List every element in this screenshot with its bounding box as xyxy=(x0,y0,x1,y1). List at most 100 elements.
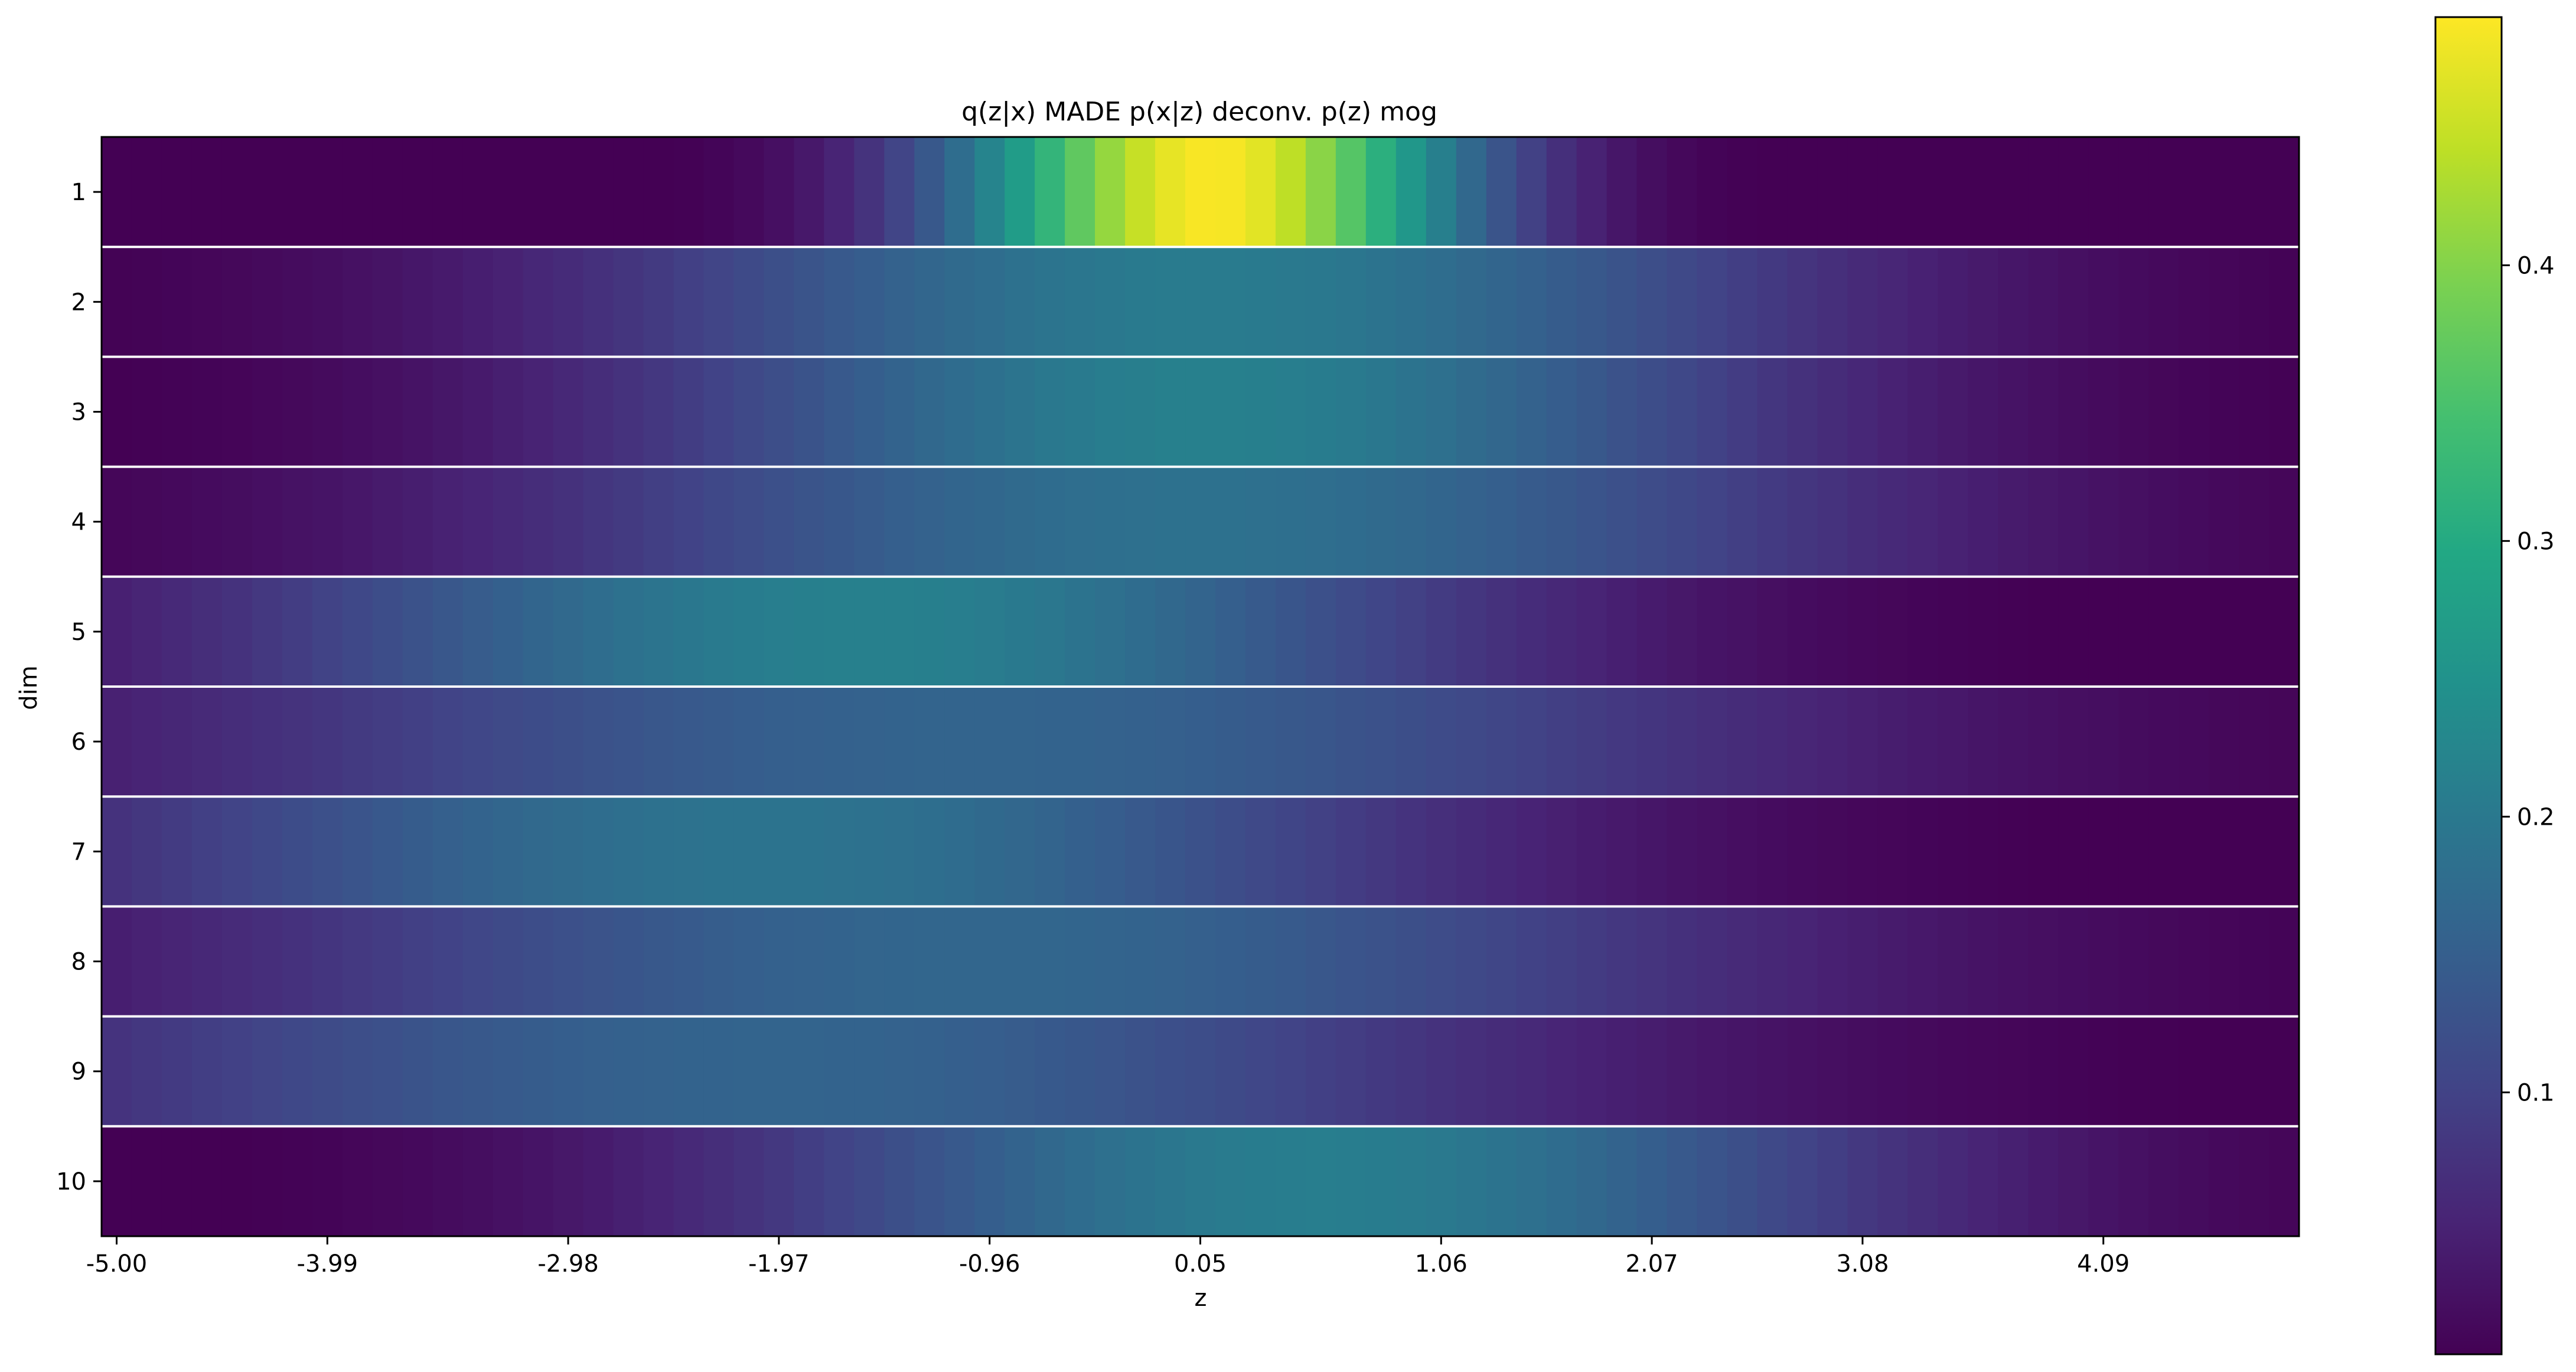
heatmap-cell xyxy=(2028,906,2059,1017)
heatmap-cell xyxy=(1907,906,1939,1017)
heatmap-cell xyxy=(1817,137,1848,247)
heatmap-cell xyxy=(583,357,614,468)
heatmap-cell xyxy=(1727,687,1758,797)
heatmap-cell xyxy=(1426,796,1457,907)
heatmap-cell xyxy=(613,1016,644,1127)
heatmap-cell xyxy=(2209,247,2239,358)
heatmap-cell xyxy=(1035,906,1065,1017)
heatmap-cell xyxy=(1365,1126,1397,1237)
heatmap-cell xyxy=(462,247,494,358)
heatmap-cell xyxy=(1817,466,1848,577)
heatmap-cell xyxy=(1907,137,1939,247)
heatmap-cell xyxy=(312,687,343,797)
heatmap-cell xyxy=(221,137,253,247)
heatmap-cell xyxy=(493,137,524,247)
heatmap-cell xyxy=(1005,357,1035,468)
heatmap-cell xyxy=(1095,906,1126,1017)
heatmap-cell xyxy=(2269,687,2300,797)
heatmap-cell xyxy=(613,576,644,687)
heatmap-cell xyxy=(643,247,674,358)
heatmap-cell xyxy=(1516,687,1547,797)
heatmap-cell xyxy=(1787,466,1818,577)
heatmap-cell xyxy=(1095,796,1126,907)
heatmap-cell xyxy=(764,357,795,468)
heatmap-cell xyxy=(854,687,885,797)
heatmap-cell xyxy=(1305,687,1336,797)
heatmap-cell xyxy=(2118,1016,2149,1127)
heatmap-cell xyxy=(1215,1126,1246,1237)
heatmap-cell xyxy=(1606,906,1638,1017)
heatmap-cell xyxy=(974,906,1005,1017)
heatmap-cell xyxy=(1095,1016,1126,1127)
heatmap-cell xyxy=(1636,1016,1668,1127)
heatmap-cell xyxy=(733,906,765,1017)
heatmap-cell xyxy=(1426,906,1457,1017)
heatmap-cell xyxy=(2209,357,2239,468)
heatmap-cell xyxy=(1998,906,2029,1017)
heatmap-cell xyxy=(2088,137,2119,247)
heatmap-cell xyxy=(2148,247,2179,358)
heatmap-cell xyxy=(1185,1016,1216,1127)
heatmap-cell xyxy=(2058,906,2089,1017)
heatmap-cell xyxy=(1065,1126,1095,1237)
heatmap-cell xyxy=(191,1126,223,1237)
heatmap-cell xyxy=(1305,906,1336,1017)
heatmap-cell xyxy=(1486,796,1517,907)
heatmap-cell xyxy=(1185,247,1216,358)
heatmap-cell xyxy=(252,137,283,247)
heatmap-cell xyxy=(944,357,975,468)
heatmap-cell xyxy=(1005,1126,1035,1237)
heatmap-cell xyxy=(1125,576,1156,687)
heatmap-cell xyxy=(764,687,795,797)
heatmap-cell xyxy=(1125,1016,1156,1127)
heatmap-cell xyxy=(1968,796,1999,907)
heatmap-cell xyxy=(1636,576,1668,687)
heatmap-cell xyxy=(462,357,494,468)
heatmap-cell xyxy=(1636,1126,1668,1237)
heatmap-cell xyxy=(1155,576,1186,687)
heatmap-cell xyxy=(102,137,132,247)
heatmap-cell xyxy=(1968,1126,1999,1237)
heatmap-cell xyxy=(1727,1016,1758,1127)
x-tick-label: -2.98 xyxy=(537,1250,599,1278)
heatmap-cell xyxy=(1065,357,1095,468)
heatmap-cell xyxy=(1065,687,1095,797)
heatmap-cell xyxy=(2058,137,2089,247)
heatmap-cell xyxy=(1938,687,1969,797)
heatmap-cell xyxy=(583,466,614,577)
heatmap-cell xyxy=(191,357,223,468)
heatmap-cell xyxy=(282,576,313,687)
heatmap-cell xyxy=(1667,466,1698,577)
heatmap-cell xyxy=(944,906,975,1017)
heatmap-cell xyxy=(824,796,855,907)
heatmap-cell xyxy=(1817,1126,1848,1237)
heatmap-cell xyxy=(1125,796,1156,907)
heatmap-cell xyxy=(1456,796,1487,907)
heatmap-cell xyxy=(1456,357,1487,468)
heatmap-cell xyxy=(1697,576,1728,687)
heatmap-cell xyxy=(1907,796,1939,907)
heatmap-cell xyxy=(673,357,705,468)
heatmap-cell xyxy=(523,1016,554,1127)
heatmap-cell xyxy=(1305,1126,1336,1237)
heatmap-cell xyxy=(493,466,524,577)
heatmap-cell xyxy=(2239,796,2270,907)
heatmap-cell xyxy=(974,1126,1005,1237)
heatmap-cell xyxy=(1546,1016,1577,1127)
heatmap-cell xyxy=(764,796,795,907)
heatmap-cell xyxy=(824,687,855,797)
heatmap-cell xyxy=(1456,247,1487,358)
heatmap-cell xyxy=(2239,906,2270,1017)
heatmap-cell xyxy=(1305,576,1336,687)
heatmap-cell xyxy=(1968,247,1999,358)
heatmap-cell xyxy=(1125,137,1156,247)
heatmap-cell xyxy=(1155,466,1186,577)
heatmap-cell xyxy=(914,357,945,468)
heatmap-cell xyxy=(312,576,343,687)
heatmap-cell xyxy=(1065,1016,1095,1127)
heatmap-cell xyxy=(1486,576,1517,687)
heatmap-cell xyxy=(974,576,1005,687)
heatmap-cell xyxy=(2269,576,2300,687)
heatmap-cell xyxy=(1606,687,1638,797)
heatmap-cell xyxy=(2058,247,2089,358)
